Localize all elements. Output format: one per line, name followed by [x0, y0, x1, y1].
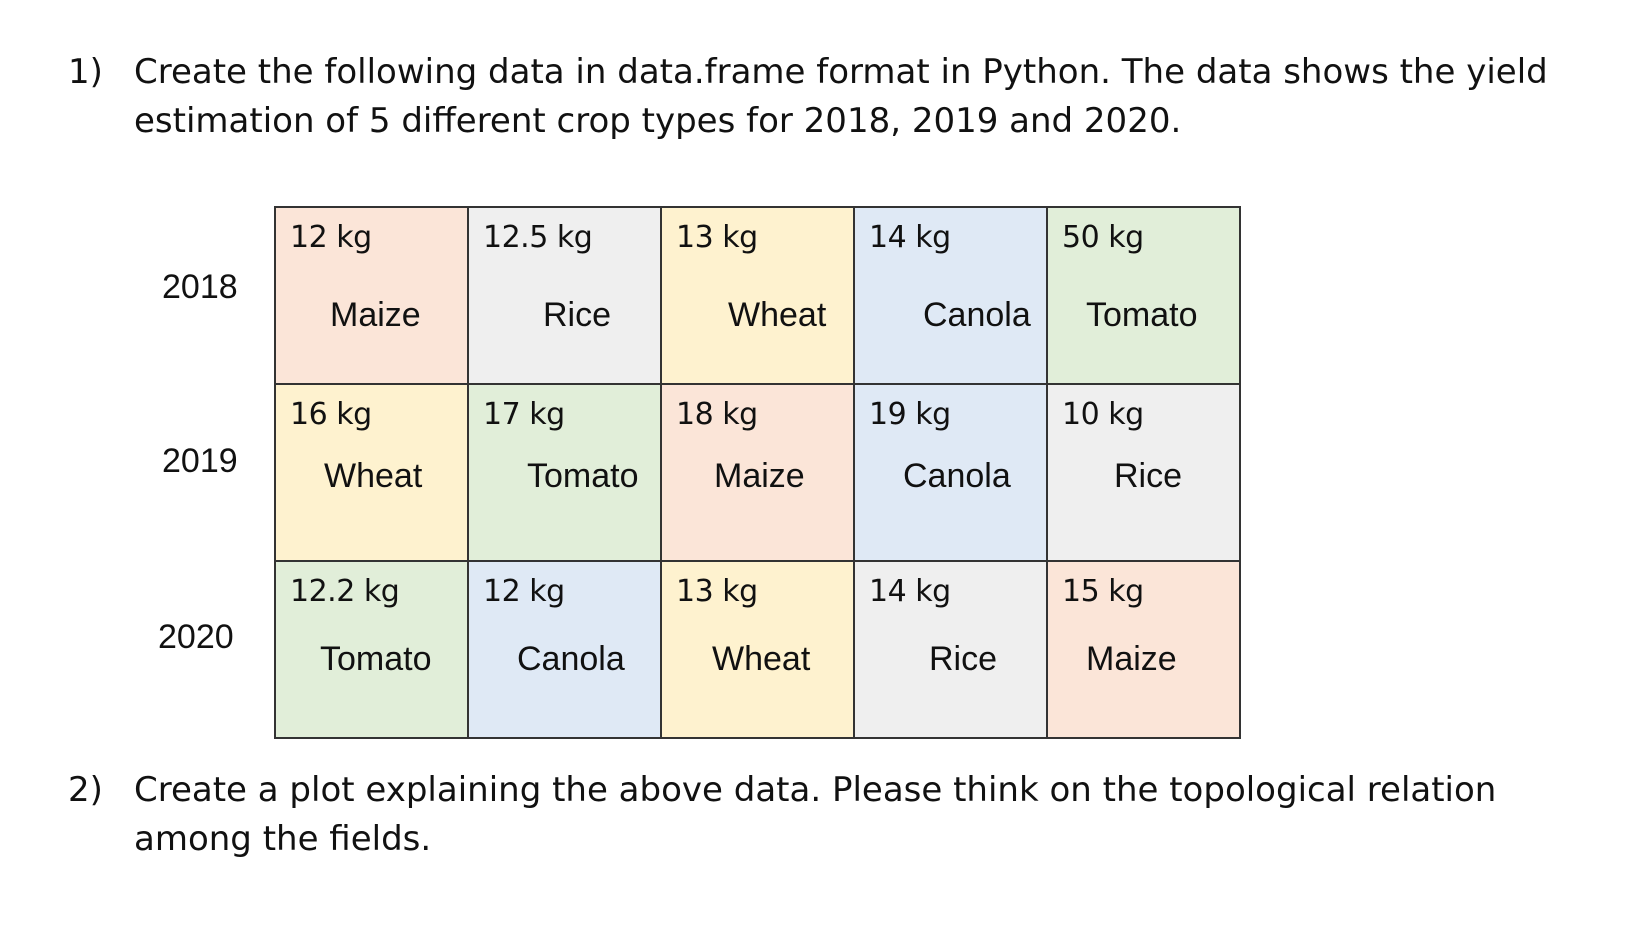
grid-cell-2019-5: 10 kg Rice [1048, 385, 1241, 562]
cell-weight: 12 kg [483, 574, 565, 609]
grid-cell-2020-2: 12 kg Canola [469, 562, 662, 739]
cell-weight: 50 kg [1062, 220, 1144, 255]
grid-cell-2020-1: 12.2 kg Tomato [276, 562, 469, 739]
year-label-2020: 2020 [158, 618, 234, 656]
question-1-number: 1) [68, 52, 103, 92]
question-1-text: Create the following data in data.frame … [134, 52, 1548, 141]
cell-crop: Canola [903, 457, 1011, 495]
question-2-number: 2) [68, 770, 103, 810]
cell-crop: Maize [714, 457, 805, 495]
grid-cell-2019-1: 16 kg Wheat [276, 385, 469, 562]
cell-weight: 15 kg [1062, 574, 1144, 609]
grid-cell-2019-4: 19 kg Canola [855, 385, 1048, 562]
cell-crop: Tomato [320, 640, 432, 678]
cell-weight: 14 kg [869, 574, 951, 609]
cell-crop: Tomato [1086, 296, 1198, 334]
grid-cell-2020-4: 14 kg Rice [855, 562, 1048, 739]
grid-cell-2018-1: 12 kg Maize [276, 208, 469, 385]
cell-crop: Canola [517, 640, 625, 678]
cell-crop: Rice [543, 296, 612, 334]
cell-weight: 13 kg [676, 574, 758, 609]
grid-cell-2018-4: 14 kg Canola [855, 208, 1048, 385]
cell-crop: Tomato [527, 457, 639, 495]
cell-crop: Maize [1086, 640, 1177, 678]
cell-weight: 14 kg [869, 220, 951, 255]
question-2-text: Create a plot explaining the above data.… [134, 770, 1497, 859]
crop-yield-grid: 12 kg Maize 12.5 kg Rice 13 kg Wheat 14 … [274, 206, 1241, 739]
cell-crop: Wheat [728, 296, 827, 334]
cell-weight: 13 kg [676, 220, 758, 255]
cell-crop: Wheat [712, 640, 811, 678]
cell-weight: 18 kg [676, 397, 758, 432]
year-label-2018: 2018 [162, 268, 238, 306]
cell-crop: Wheat [324, 457, 423, 495]
cell-weight: 12.2 kg [290, 574, 400, 609]
grid-cell-2018-5: 50 kg Tomato [1048, 208, 1241, 385]
cell-weight: 12 kg [290, 220, 372, 255]
cell-weight: 10 kg [1062, 397, 1144, 432]
cell-weight: 12.5 kg [483, 220, 593, 255]
year-label-2019: 2019 [162, 442, 238, 480]
cell-weight: 16 kg [290, 397, 372, 432]
cell-weight: 17 kg [483, 397, 565, 432]
cell-crop: Maize [330, 296, 421, 334]
grid-cell-2020-5: 15 kg Maize [1048, 562, 1241, 739]
cell-crop: Canola [923, 296, 1031, 334]
cell-crop: Rice [929, 640, 998, 678]
cell-weight: 19 kg [869, 397, 951, 432]
grid-cell-2018-2: 12.5 kg Rice [469, 208, 662, 385]
grid-cell-2018-3: 13 kg Wheat [662, 208, 855, 385]
cell-crop: Rice [1114, 457, 1183, 495]
grid-cell-2019-2: 17 kg Tomato [469, 385, 662, 562]
grid-cell-2020-3: 13 kg Wheat [662, 562, 855, 739]
grid-cell-2019-3: 18 kg Maize [662, 385, 855, 562]
